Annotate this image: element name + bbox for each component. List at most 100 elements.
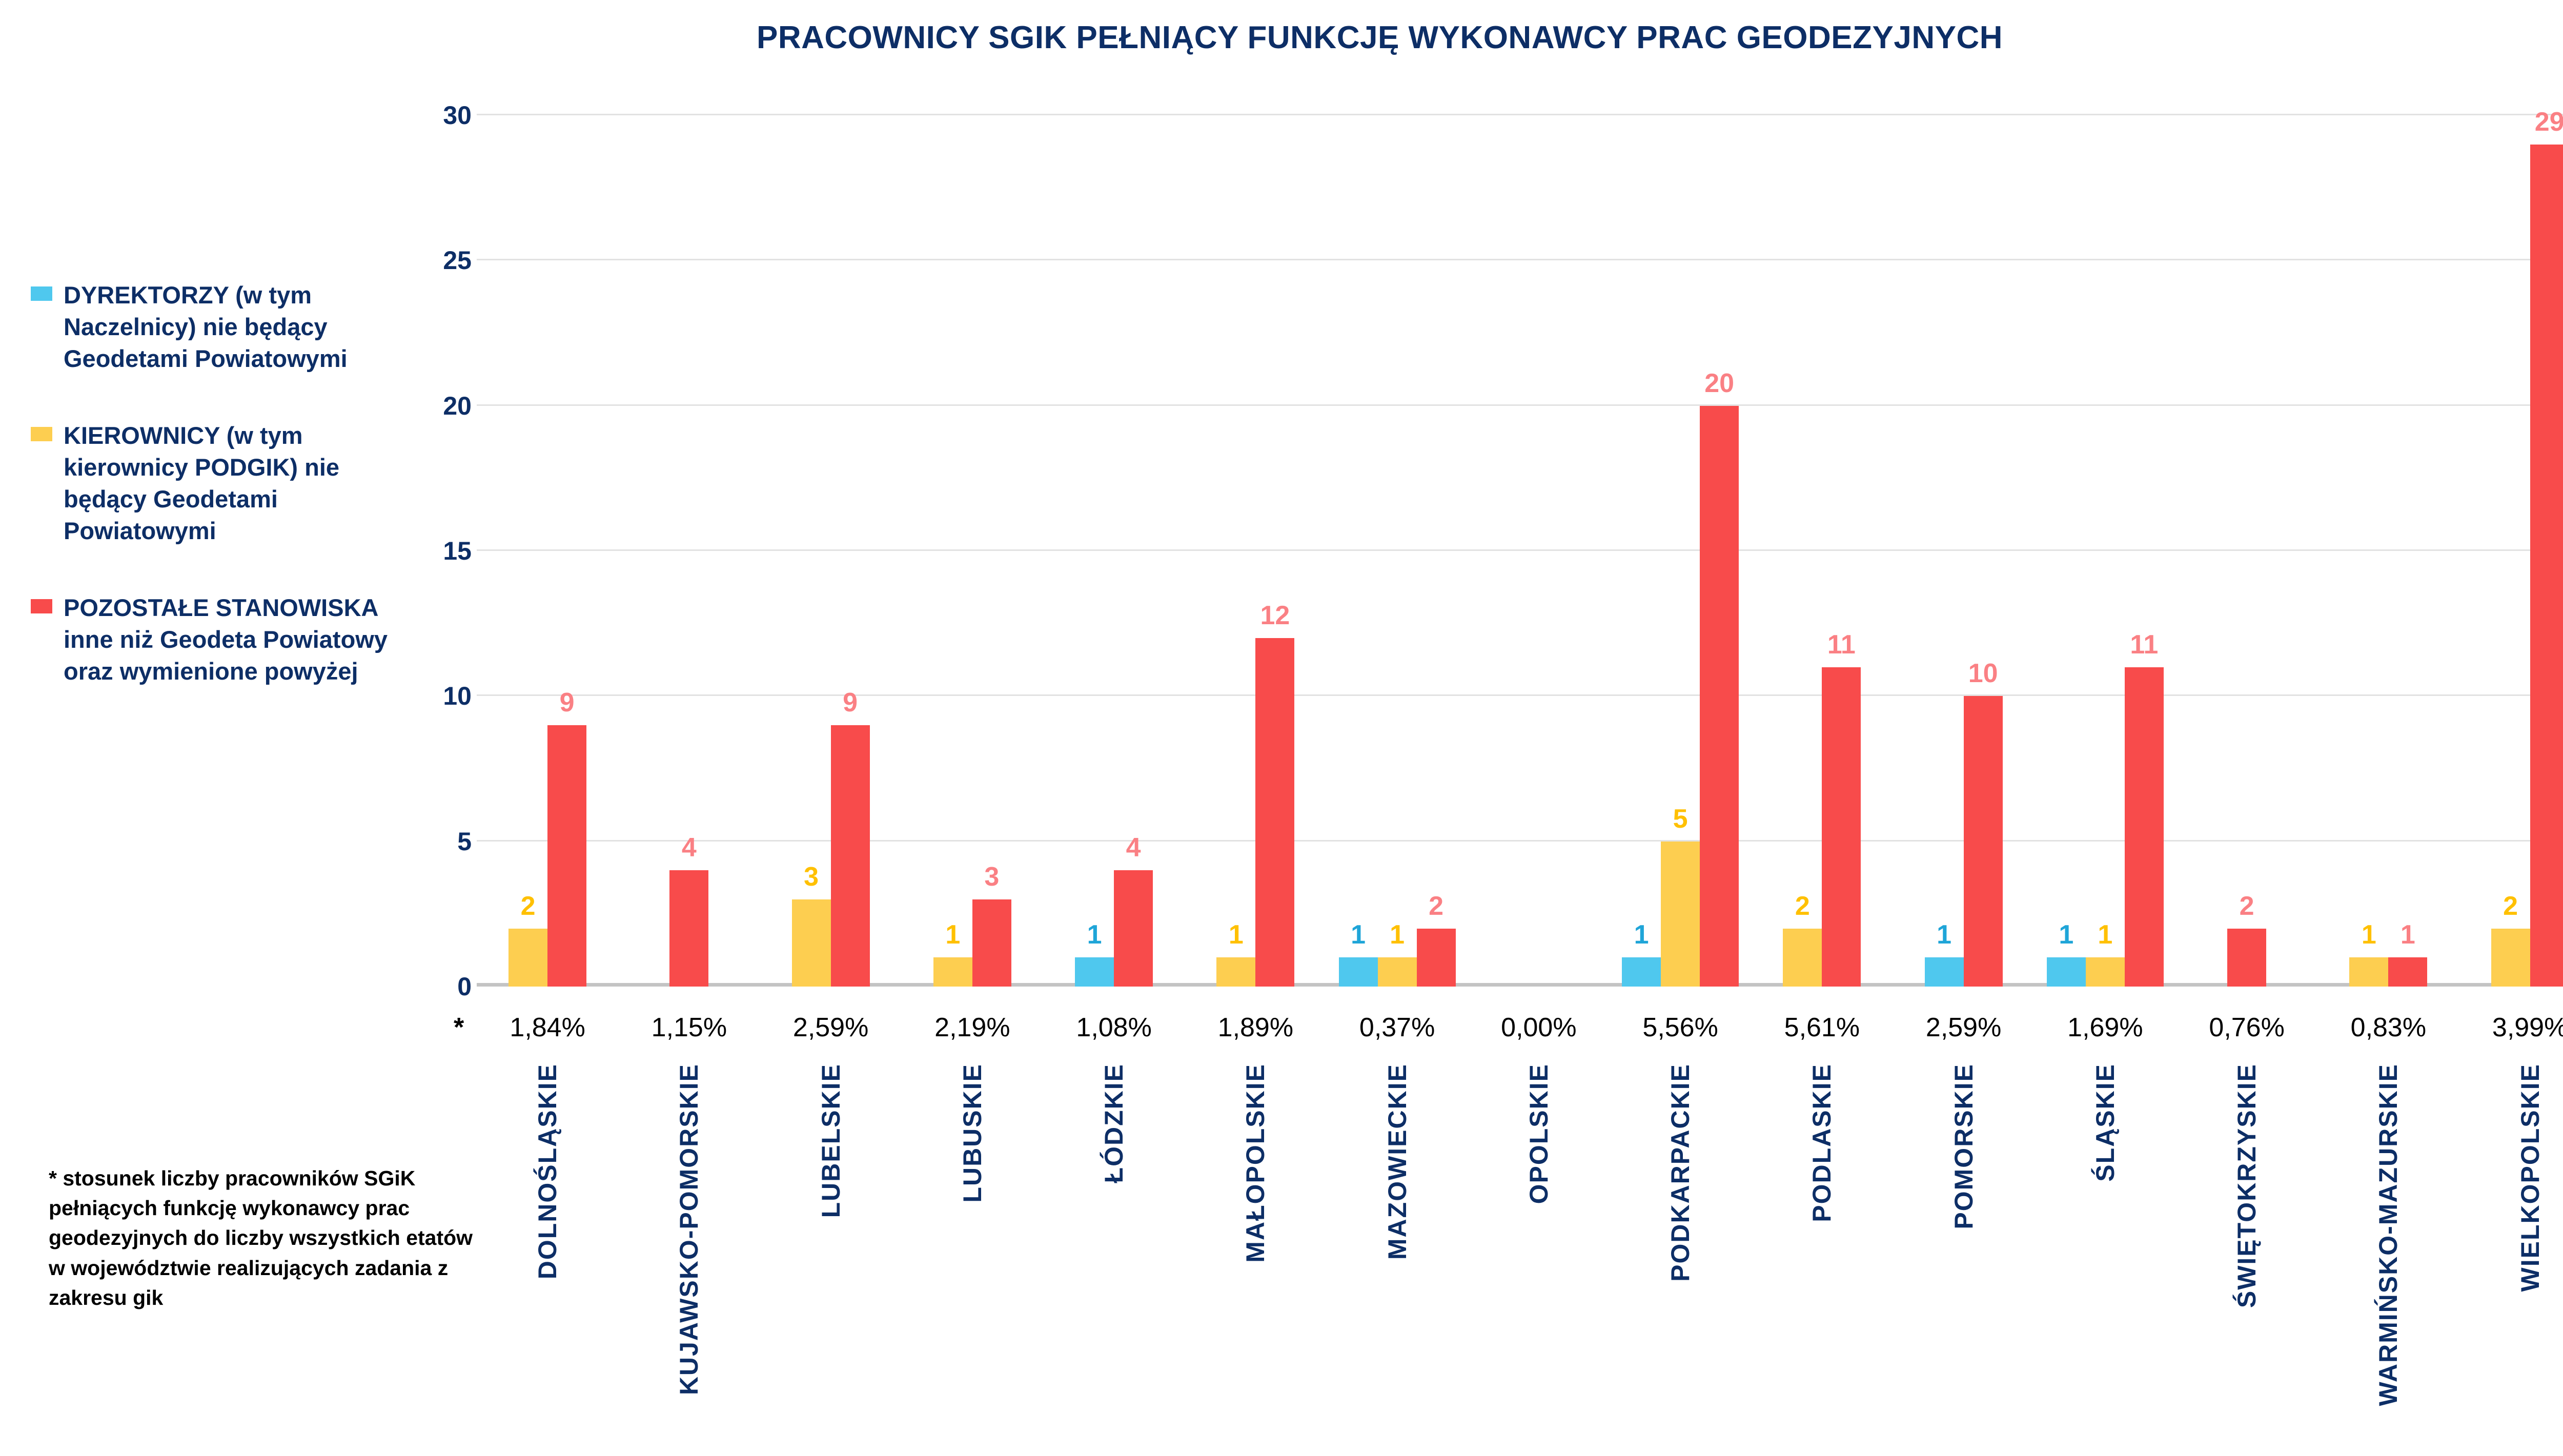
percentage-label: 1,08%	[1076, 1013, 1152, 1042]
bar[interactable]: 1	[1338, 920, 1378, 987]
bar-value-label: 1	[2400, 920, 2415, 950]
bar-rect	[1416, 928, 1456, 987]
category-label-text: ŁÓDZKIE	[1100, 1063, 1129, 1183]
y-tick-label: 5	[457, 827, 472, 856]
bar-rect	[2491, 928, 2530, 987]
bar-rect	[669, 870, 709, 987]
category-label: ŚLĄSKIE	[2090, 1063, 2121, 1443]
bar-groups: 2943913141121121520211110111121122922	[477, 107, 2563, 987]
percentage-label: 5,56%	[1642, 1013, 1718, 1042]
bar-value-label: 2	[1795, 891, 1810, 921]
bar-value-label: 1	[2059, 920, 2074, 950]
gridline-5	[477, 839, 2563, 842]
bar[interactable]: 1	[2085, 920, 2125, 987]
category-label: MAŁOPOLSKIE	[1240, 1063, 1271, 1443]
bar[interactable]: 20	[1700, 368, 1739, 987]
legend-label-pozostale: POZOSTAŁE STANOWISKA inne niż Geodeta Po…	[64, 594, 388, 685]
bar-rect	[2124, 667, 2164, 987]
bar[interactable]: 1	[1924, 920, 1964, 987]
legend-swatch-yellow	[31, 427, 52, 442]
bar[interactable]: 1	[2046, 920, 2086, 987]
bar-value-label: 5	[1673, 804, 1688, 834]
bar-rect	[791, 899, 831, 987]
bar[interactable]: 3	[791, 862, 831, 987]
percentage-label: 2,19%	[934, 1013, 1010, 1042]
bar[interactable]: 5	[1661, 804, 1700, 987]
bar[interactable]: 11	[1822, 630, 1861, 987]
bar[interactable]: 1	[1075, 920, 1114, 987]
bar-value-label: 11	[2130, 629, 2159, 660]
bar-value-label: 1	[1937, 920, 1952, 950]
bar-rect	[1114, 870, 1153, 987]
bar[interactable]: 2	[2227, 891, 2267, 987]
percentage-label: 0,76%	[2209, 1013, 2285, 1042]
bar[interactable]: 4	[669, 833, 709, 987]
bar[interactable]: 10	[1963, 659, 2003, 987]
gridline-25	[477, 259, 2563, 261]
category-label-text: KUJAWSKO-POMORSKIE	[675, 1063, 704, 1396]
bar-rect	[1963, 696, 2003, 987]
legend-swatch-blue	[31, 286, 52, 301]
bar-rect	[830, 725, 870, 987]
bar-rect	[1075, 957, 1114, 987]
category-label-text: OPOLSKIE	[1524, 1063, 1553, 1204]
legend-label-dyrektorzy: DYREKTORZY (w tym Naczelnicy) nie będący…	[64, 281, 348, 373]
bar[interactable]: 3	[972, 862, 1011, 987]
bar[interactable]: 29	[2530, 107, 2563, 987]
category-label: PODKARPACKIE	[1665, 1063, 1696, 1443]
bar[interactable]: 4	[1114, 833, 1153, 987]
bar[interactable]: 12	[1255, 601, 1295, 987]
bar[interactable]: 1	[933, 920, 972, 987]
bar[interactable]: 1	[1216, 920, 1256, 987]
bar[interactable]: 1	[1622, 920, 1661, 987]
percentage-label: 1,15%	[651, 1013, 727, 1042]
legend-item-pozostale[interactable]: POZOSTAŁE STANOWISKA inne niż Geodeta Po…	[31, 592, 436, 687]
category-label-text: DOLNOŚLĄSKIE	[533, 1063, 562, 1280]
legend-item-kierownicy[interactable]: KIEROWNICY (w tym kierownicy PODGIK) nie…	[31, 420, 436, 547]
bar[interactable]: 9	[547, 688, 587, 987]
bar[interactable]: 2	[1783, 891, 1822, 987]
bar-rect	[1783, 928, 1822, 987]
footnote-asterisk: *	[454, 1013, 464, 1042]
bar-value-label: 29	[2534, 107, 2563, 137]
legend-label-kierownicy: KIEROWNICY (w tym kierownicy PODGIK) nie…	[64, 422, 340, 545]
bar[interactable]: 1	[1377, 920, 1417, 987]
bar[interactable]: 9	[830, 688, 870, 987]
chart-legend: DYREKTORZY (w tym Naczelnicy) nie będący…	[31, 279, 436, 732]
bar[interactable]: 2	[2491, 891, 2530, 987]
percentage-label: 0,83%	[2350, 1013, 2427, 1042]
bar-rect	[2388, 957, 2428, 987]
y-tick-label: 25	[443, 246, 472, 275]
bar-value-label: 1	[1634, 920, 1649, 950]
category-label: ŁÓDZKIE	[1099, 1063, 1129, 1443]
category-label: POMORSKIE	[1948, 1063, 1979, 1443]
bar-group: 1 10	[1893, 115, 2035, 987]
percentage-label: 1,84%	[510, 1013, 585, 1042]
category-label-text: MAZOWIECKIE	[1382, 1063, 1412, 1260]
category-label-text: ŚWIĘTOKRZYSKIE	[2232, 1063, 2262, 1308]
bar[interactable]: 1	[2388, 920, 2428, 987]
bar-rect	[2046, 957, 2086, 987]
bar[interactable]: 1	[2349, 920, 2389, 987]
category-label: MAZOWIECKIE	[1382, 1063, 1413, 1443]
page-title: PRACOWNICY SGIK PEŁNIĄCY FUNKCJĘ WYKONAW…	[756, 20, 2003, 55]
category-label: LUBUSKIE	[957, 1063, 988, 1443]
category-label: WIELKOPOLSKIE	[2515, 1063, 2546, 1443]
y-axis: 0 5 10 15 20 25 30	[415, 101, 472, 1001]
bar-value-label: 11	[1827, 629, 1856, 660]
bar[interactable]: 2	[1416, 891, 1456, 987]
bar-rect	[1255, 638, 1295, 987]
bar[interactable]: 11	[2124, 630, 2164, 987]
bar[interactable]: 2	[508, 891, 548, 987]
bar-rect	[1924, 957, 1964, 987]
legend-item-dyrektorzy[interactable]: DYREKTORZY (w tym Naczelnicy) nie będący…	[31, 279, 436, 375]
bar-value-label: 9	[559, 688, 575, 717]
y-tick-label: 15	[443, 537, 472, 565]
category-label-text: LUBUSKIE	[958, 1063, 987, 1203]
y-tick-label: 10	[443, 682, 472, 711]
